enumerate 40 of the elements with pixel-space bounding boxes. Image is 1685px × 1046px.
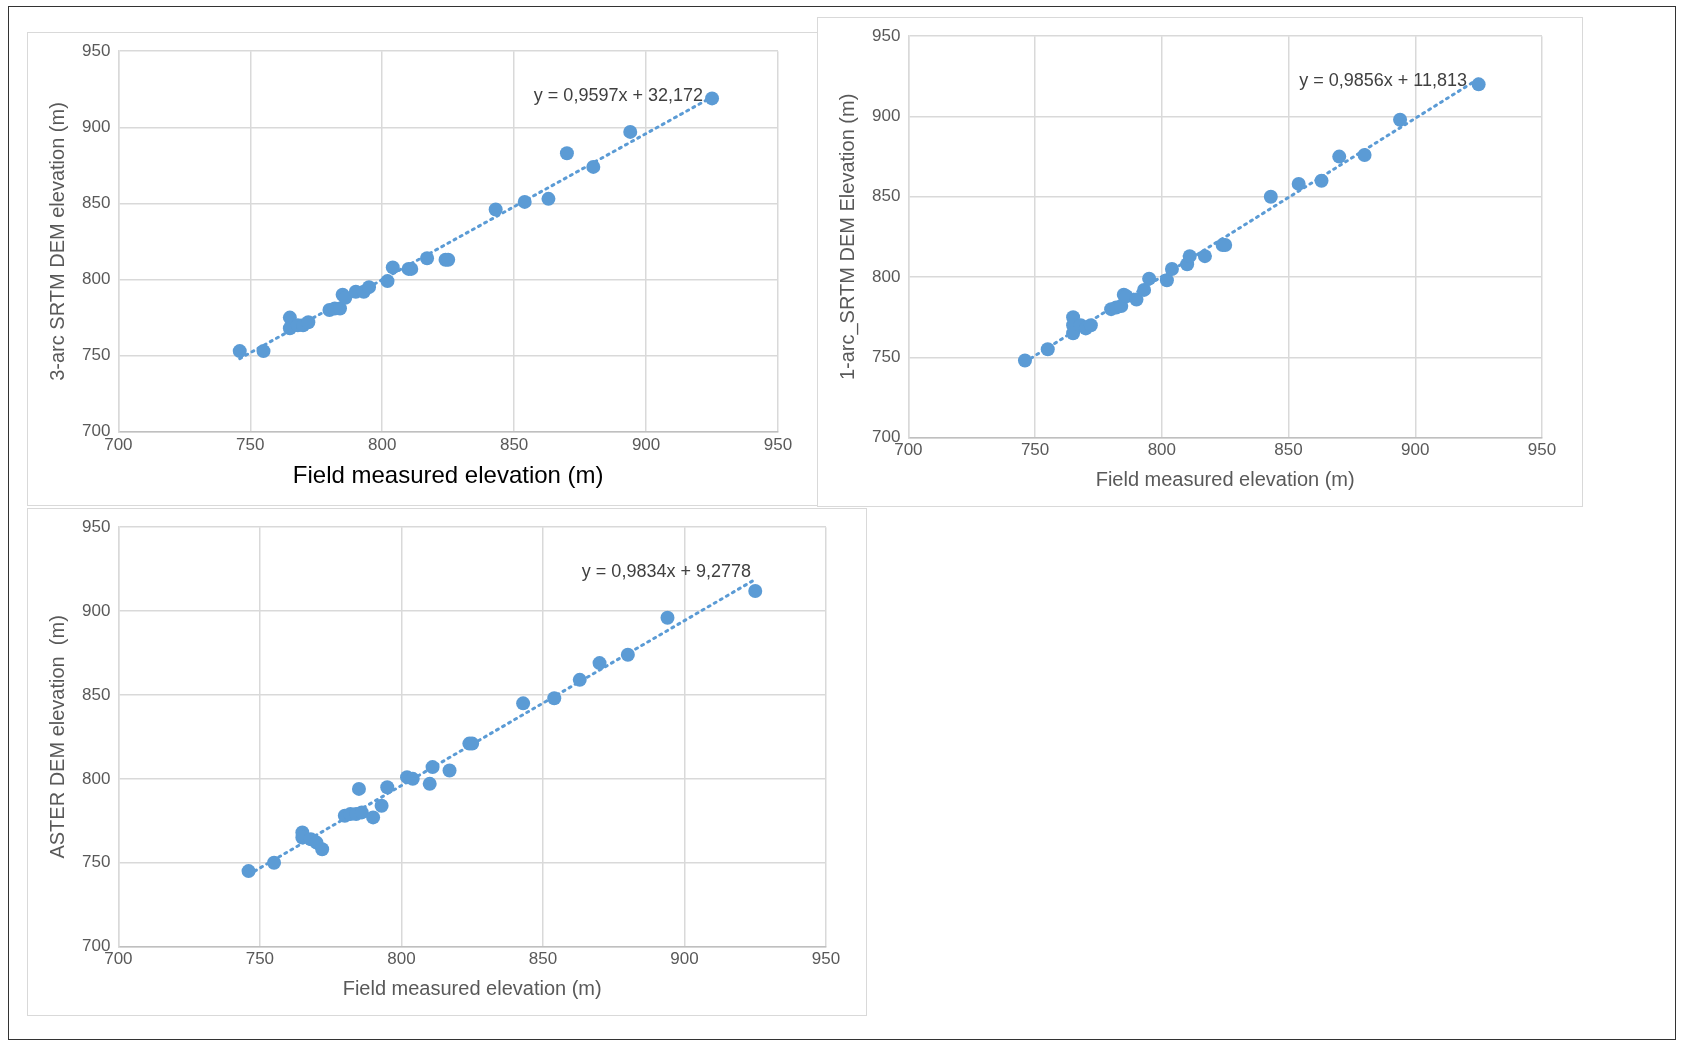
y-tick-label: 950 bbox=[81, 40, 111, 60]
y-tick-label: 850 bbox=[871, 186, 901, 206]
y-tick-label: 800 bbox=[81, 269, 111, 289]
x-tick-label: 950 bbox=[1527, 440, 1557, 460]
y-tick-label: 800 bbox=[81, 768, 111, 788]
y-tick-label: 750 bbox=[871, 347, 901, 367]
x-tick-label: 950 bbox=[811, 949, 841, 969]
x-tick-label: 750 bbox=[1020, 440, 1050, 460]
x-tick-label: 800 bbox=[387, 949, 416, 969]
y-tick-label: 950 bbox=[81, 516, 111, 536]
y-tick-label: 900 bbox=[871, 106, 901, 126]
x-tick-label: 900 bbox=[670, 949, 699, 969]
x-tick-label: 850 bbox=[499, 434, 529, 454]
y-axis-title: 3-arc SRTM DEM elevation (m) bbox=[45, 102, 68, 381]
annotation: y = 0,9834x + 9,2778 bbox=[581, 561, 751, 582]
x-axis-title: Field measured elevation (m) bbox=[292, 461, 604, 489]
x-tick-label: 800 bbox=[1147, 440, 1177, 460]
y-tick-label: 750 bbox=[81, 345, 111, 365]
y-tick-label: 900 bbox=[81, 600, 111, 620]
y-tick-label: 950 bbox=[871, 25, 901, 45]
x-tick-label: 750 bbox=[236, 434, 265, 454]
y-tick-label: 900 bbox=[81, 117, 111, 137]
x-tick-label: 750 bbox=[245, 949, 275, 969]
x-axis-title: Field measured elevation (m) bbox=[1095, 467, 1355, 490]
y-tick-label: 700 bbox=[81, 936, 111, 956]
x-tick-label: 900 bbox=[631, 434, 661, 454]
y-axis-title: ASTER DEM elevation (m) bbox=[45, 615, 68, 859]
annotation: y = 0,9856x + 11,813 bbox=[1299, 70, 1467, 91]
x-tick-label: 850 bbox=[528, 949, 558, 969]
annotation: y = 0,9597x + 32,172 bbox=[533, 85, 703, 106]
x-tick-label: 800 bbox=[368, 434, 397, 454]
x-tick-label: 850 bbox=[1274, 440, 1303, 460]
y-tick-label: 850 bbox=[81, 193, 111, 213]
x-tick-label: 950 bbox=[763, 434, 793, 454]
y-tick-label: 800 bbox=[871, 266, 901, 286]
x-tick-label: 900 bbox=[1401, 440, 1430, 460]
y-tick-label: 750 bbox=[81, 852, 111, 872]
x-axis-title: Field measured elevation (m) bbox=[342, 976, 602, 999]
y-tick-label: 850 bbox=[81, 684, 111, 704]
y-axis-title: 1-arc_SRTM DEM Elevation (m) bbox=[835, 93, 859, 381]
